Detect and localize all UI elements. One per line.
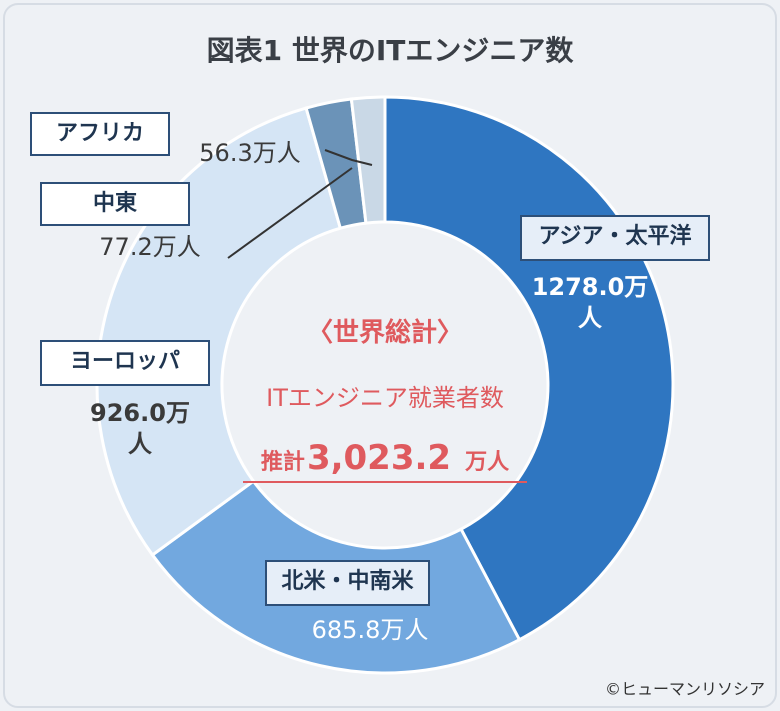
value-label: 1278.0万人 bbox=[531, 273, 649, 333]
center-heading: 〈世界総計〉 bbox=[306, 318, 463, 348]
value-label: 77.2万人 bbox=[99, 233, 201, 261]
value-label: 926.0万人 bbox=[90, 399, 190, 459]
credit: ©ヒューマンリソシア bbox=[605, 680, 765, 699]
leader-line bbox=[227, 167, 353, 259]
category-label: アフリカ bbox=[30, 112, 170, 156]
slice bbox=[349, 95, 387, 225]
category-label: アジア・太平洋 bbox=[520, 215, 710, 261]
center-subtitle: ITエンジニア就業者数 bbox=[266, 384, 504, 412]
total-unit: 万人 bbox=[465, 450, 510, 475]
total-value: 3,023.2 bbox=[306, 438, 452, 478]
total-prefix: 推計 bbox=[260, 450, 305, 475]
center-total: 推計3,023.2 万人 bbox=[210, 438, 560, 478]
category-label: 北米・中南米 bbox=[265, 560, 430, 606]
category-label: 中東 bbox=[40, 182, 190, 226]
chart-title: 図表1 世界のITエンジニア数 bbox=[207, 34, 575, 67]
value-label: 56.3万人 bbox=[199, 139, 301, 167]
value-label: 685.8万人 bbox=[311, 616, 429, 644]
category-label: ヨーロッパ bbox=[40, 340, 210, 386]
leader-line bbox=[324, 149, 373, 166]
